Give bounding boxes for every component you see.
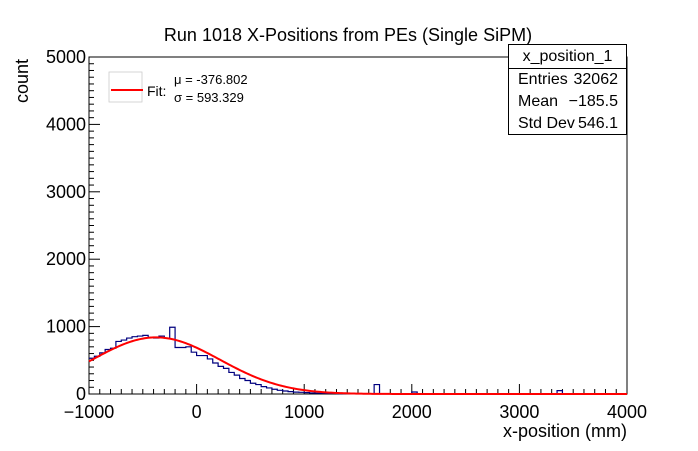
stats-entries-value: 32062 (573, 71, 619, 88)
y-tick-label: 3000 (46, 182, 86, 202)
stats-row-entries: Entries 32062 (509, 69, 626, 91)
y-tick-label: 2000 (46, 249, 86, 269)
x-tick-label: −1000 (64, 402, 115, 422)
legend-box (108, 71, 143, 103)
axes: −1000 0 1000 2000 3000 4000010002000300040005… (46, 47, 647, 422)
y-tick-label: 1000 (46, 317, 86, 337)
stats-stddev-value: 546.1 (577, 115, 618, 132)
chart-title: Run 1018 X-Positions from PEs (Single Si… (164, 25, 532, 45)
stats-box: x_position_1 Entries 32062 Mean −185.5 S… (508, 44, 627, 135)
histogram-line (89, 326, 627, 395)
histogram-spike (556, 390, 564, 394)
stats-row-mean: Mean −185.5 (509, 91, 626, 113)
legend-mu: μ = -376.802 (174, 72, 248, 87)
histogram-spike (373, 383, 381, 394)
stats-mean-value: −185.5 (568, 93, 618, 110)
stats-entries-label: Entries (518, 71, 568, 88)
y-tick-label: 4000 (46, 114, 86, 134)
fit-series (88, 336, 627, 395)
y-axis-label: count (12, 59, 32, 103)
x-tick-label: 3000 (499, 402, 539, 422)
x-tick-label: 2000 (392, 402, 432, 422)
stats-stddev-label: Std Dev (518, 115, 575, 132)
histogram-series (89, 326, 627, 395)
gaussian-fit-curve (88, 336, 627, 395)
x-tick-label: 0 (192, 402, 202, 422)
fit-legend: Fit: μ = -376.802 σ = 593.329 (108, 71, 248, 105)
x-tick-label: 4000 (607, 402, 647, 422)
stats-box-title: x_position_1 (509, 45, 626, 69)
x-tick-label: 1000 (284, 402, 324, 422)
stats-row-stddev: Std Dev 546.1 (509, 113, 626, 135)
y-tick-label: 5000 (46, 47, 86, 67)
stats-mean-label: Mean (518, 93, 559, 110)
y-tick-label: 0 (76, 384, 86, 404)
legend-fit-label: Fit: (147, 83, 166, 99)
x-axis-label: x-position (mm) (503, 421, 627, 441)
legend-sigma: σ = 593.329 (174, 90, 244, 105)
